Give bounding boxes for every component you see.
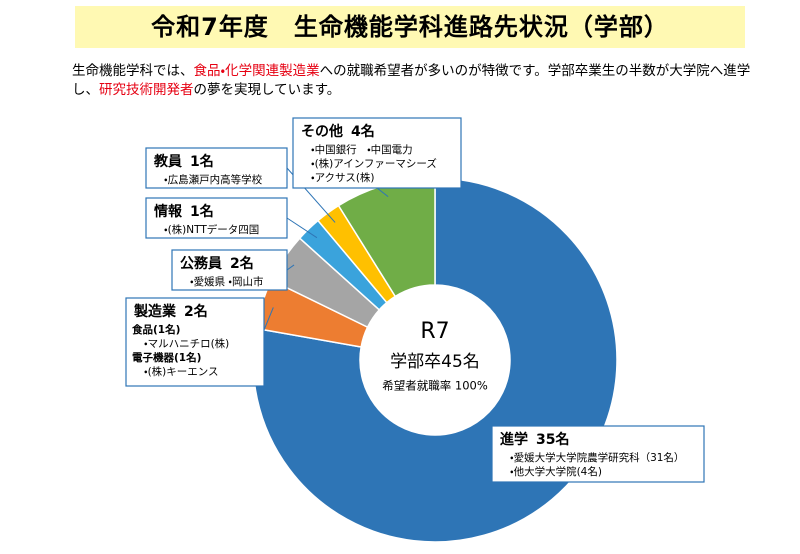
- callout-detail: ・アクサス(株): [311, 171, 375, 184]
- callout-title: 公務員 2名: [180, 255, 254, 272]
- value-label: 1名: [190, 153, 214, 170]
- callout-title: その他 4名: [301, 123, 375, 140]
- category-label: 進学: [500, 431, 528, 448]
- callout-detail: ・愛媛県 ・岡山市: [190, 275, 263, 288]
- category-label: 公務員: [180, 255, 222, 272]
- value-label: 1名: [190, 203, 214, 220]
- leader-line: [263, 307, 274, 331]
- callout-box: [145, 197, 288, 239]
- callout-detail: 食品(1名): [131, 323, 180, 336]
- value-label: 35名: [536, 431, 569, 448]
- center-text: R7: [420, 319, 449, 344]
- description-part: の夢を実現しています。: [193, 82, 341, 98]
- callout-title: 進学 35名: [500, 431, 569, 448]
- callout-detail: ・中国銀行 ・中国電力: [311, 143, 413, 156]
- description-part: への就職希望者が多いのが特徴です。学部卒業生の半数が大学院へ進学し、: [72, 63, 751, 98]
- callout-detail: ・(株)NTTデータ四国: [164, 223, 259, 236]
- category-label: 教員: [153, 153, 182, 170]
- callout-detail: ・広島瀬戸内高等学校: [164, 173, 263, 186]
- leader-line: [376, 187, 389, 197]
- callout-detail: ・(株)キーエンス: [144, 365, 219, 378]
- category-label: その他: [301, 123, 343, 140]
- callout-box: [491, 425, 705, 483]
- callout-detail: ・他大学大学院(4名): [510, 465, 602, 478]
- value-label: 4名: [351, 123, 375, 140]
- callout-detail: 電子機器(1名): [132, 351, 201, 364]
- description-part: 生命機能学科では、: [72, 63, 194, 79]
- value-label: 2名: [230, 255, 254, 272]
- callout-box: [125, 297, 265, 387]
- callout-box: [292, 117, 462, 189]
- leader-line: [286, 264, 295, 271]
- category-label: 情報: [154, 203, 183, 220]
- callout-title: 教員 1名: [153, 153, 214, 170]
- center-text: 希望者就職率 100%: [382, 379, 488, 393]
- callout-box: [145, 147, 288, 189]
- callout-box: [171, 249, 288, 291]
- callout-title: 情報 1名: [154, 203, 214, 220]
- callout-detail: ・マルハニチロ(株): [144, 337, 229, 350]
- callout-detail: ・(株)アインファーマシーズ: [311, 157, 437, 170]
- description: 生命機能学科では、食品・化学関連製造業への就職希望者が多いのが特徴です。学部卒業…: [72, 62, 762, 100]
- callout-title: 製造業 2名: [133, 303, 208, 320]
- value-label: 2名: [184, 303, 208, 320]
- description-part: 研究技術開発者: [99, 82, 194, 98]
- callout-detail: ・愛媛大学大学院農学研究科（31名）: [510, 451, 684, 464]
- category-label: 製造業: [133, 303, 177, 320]
- center-text: 学部卒45名: [390, 352, 480, 372]
- leader-line: [286, 217, 318, 239]
- title: 令和7年度 生命機能学科進路先状況（学部）: [75, 6, 745, 48]
- description-part: 食品・化学関連製造業: [193, 63, 320, 79]
